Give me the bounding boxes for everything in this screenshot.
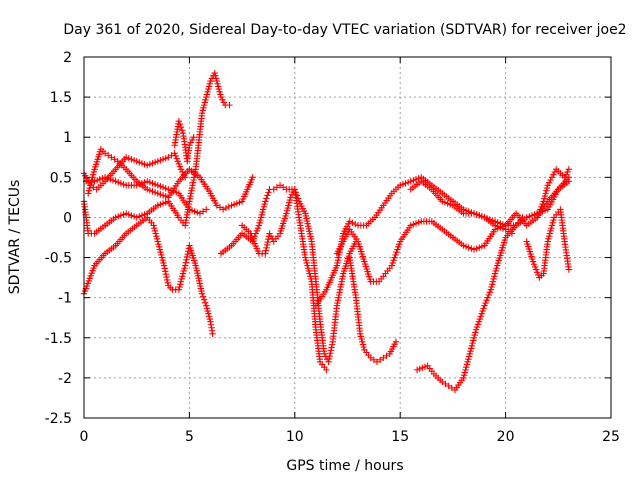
data-point (565, 266, 573, 273)
data-point (326, 352, 333, 360)
data-point (346, 218, 353, 225)
x-tick-label: 5 (185, 429, 194, 445)
chart-title: Day 361 of 2020, Sidereal Day-to-day VTE… (63, 22, 626, 38)
series-arc-g (217, 182, 360, 366)
data-point (177, 123, 185, 131)
data-point (176, 120, 184, 128)
grid-lines (84, 57, 611, 418)
series-arc-f (171, 117, 197, 165)
data-point (323, 366, 330, 374)
data-point (163, 276, 171, 284)
data-point (325, 358, 332, 366)
series-arc-m (413, 178, 573, 394)
y-tick-label: -0.5 (45, 251, 72, 267)
data-point (219, 206, 227, 213)
series-arc-o (534, 166, 573, 221)
y-axis-label: SDTVAR / TECUs (7, 180, 23, 295)
data-point (162, 270, 170, 278)
series-arc-j (333, 214, 526, 285)
data-point (162, 268, 169, 275)
y-tick-label: 2 (63, 50, 72, 66)
y-tick-label: 0.5 (50, 170, 72, 186)
series-arc-n (523, 206, 573, 281)
y-tick-label: -1.5 (45, 331, 72, 347)
data-point (249, 174, 256, 181)
data-point (327, 347, 335, 354)
data-point (183, 256, 190, 264)
data-point (328, 341, 336, 348)
data-point (264, 192, 271, 199)
x-tick-label: 25 (602, 429, 620, 445)
y-tick-label: -1 (58, 291, 72, 307)
data-point (199, 293, 207, 300)
data-point (225, 203, 232, 210)
data-point (200, 296, 208, 303)
data-point (352, 220, 359, 228)
plot-frame (83, 56, 612, 419)
data-point (263, 244, 270, 252)
data-point (160, 262, 168, 269)
data-points (80, 69, 573, 394)
data-point (182, 259, 189, 266)
data-point (325, 355, 333, 363)
data-point (263, 195, 270, 202)
data-point (222, 204, 230, 212)
data-point (262, 250, 269, 257)
series-arc-c (80, 214, 216, 337)
y-tick-label: 1 (63, 130, 72, 146)
x-axis-label: GPS time / hours (286, 458, 403, 474)
data-point (226, 101, 233, 109)
data-point (262, 198, 269, 205)
data-point (262, 247, 270, 254)
y-tick-label: -2 (58, 371, 72, 387)
data-point (198, 290, 206, 297)
data-point (184, 248, 192, 255)
data-point (565, 166, 573, 173)
x-tick-label: 0 (80, 429, 89, 445)
data-point (349, 219, 356, 226)
series-arc-k (346, 254, 400, 366)
data-point (209, 330, 216, 337)
x-tick-label: 10 (286, 429, 304, 445)
x-tick-label: 15 (391, 429, 409, 445)
data-point (263, 241, 271, 249)
data-point (163, 273, 170, 281)
data-point (565, 178, 573, 185)
data-point (181, 262, 189, 269)
data-point (392, 338, 400, 345)
series-arc-e (82, 174, 210, 217)
x-tick-label: 20 (497, 429, 515, 445)
data-point (190, 134, 197, 141)
data-point (328, 344, 335, 351)
axis-ticks (83, 56, 612, 419)
data-point (202, 299, 209, 306)
data-point (175, 117, 183, 125)
tick-labels: 0 5 10 15 20 25 2 1.5 1 0.5 0 -0.5 -1 -1.5 -2 -2.5 (45, 50, 620, 445)
y-tick-label: 1.5 (50, 90, 72, 106)
data-point (265, 189, 272, 196)
data-point (164, 279, 171, 286)
data-point (183, 253, 191, 261)
y-tick-label: -2.5 (45, 411, 72, 427)
data-point (203, 206, 210, 213)
y-tick-label: 0 (63, 210, 72, 226)
data-point (161, 265, 168, 272)
data-point (178, 127, 186, 134)
data-point (327, 350, 334, 357)
data-point (264, 238, 271, 246)
data-point (184, 250, 191, 258)
